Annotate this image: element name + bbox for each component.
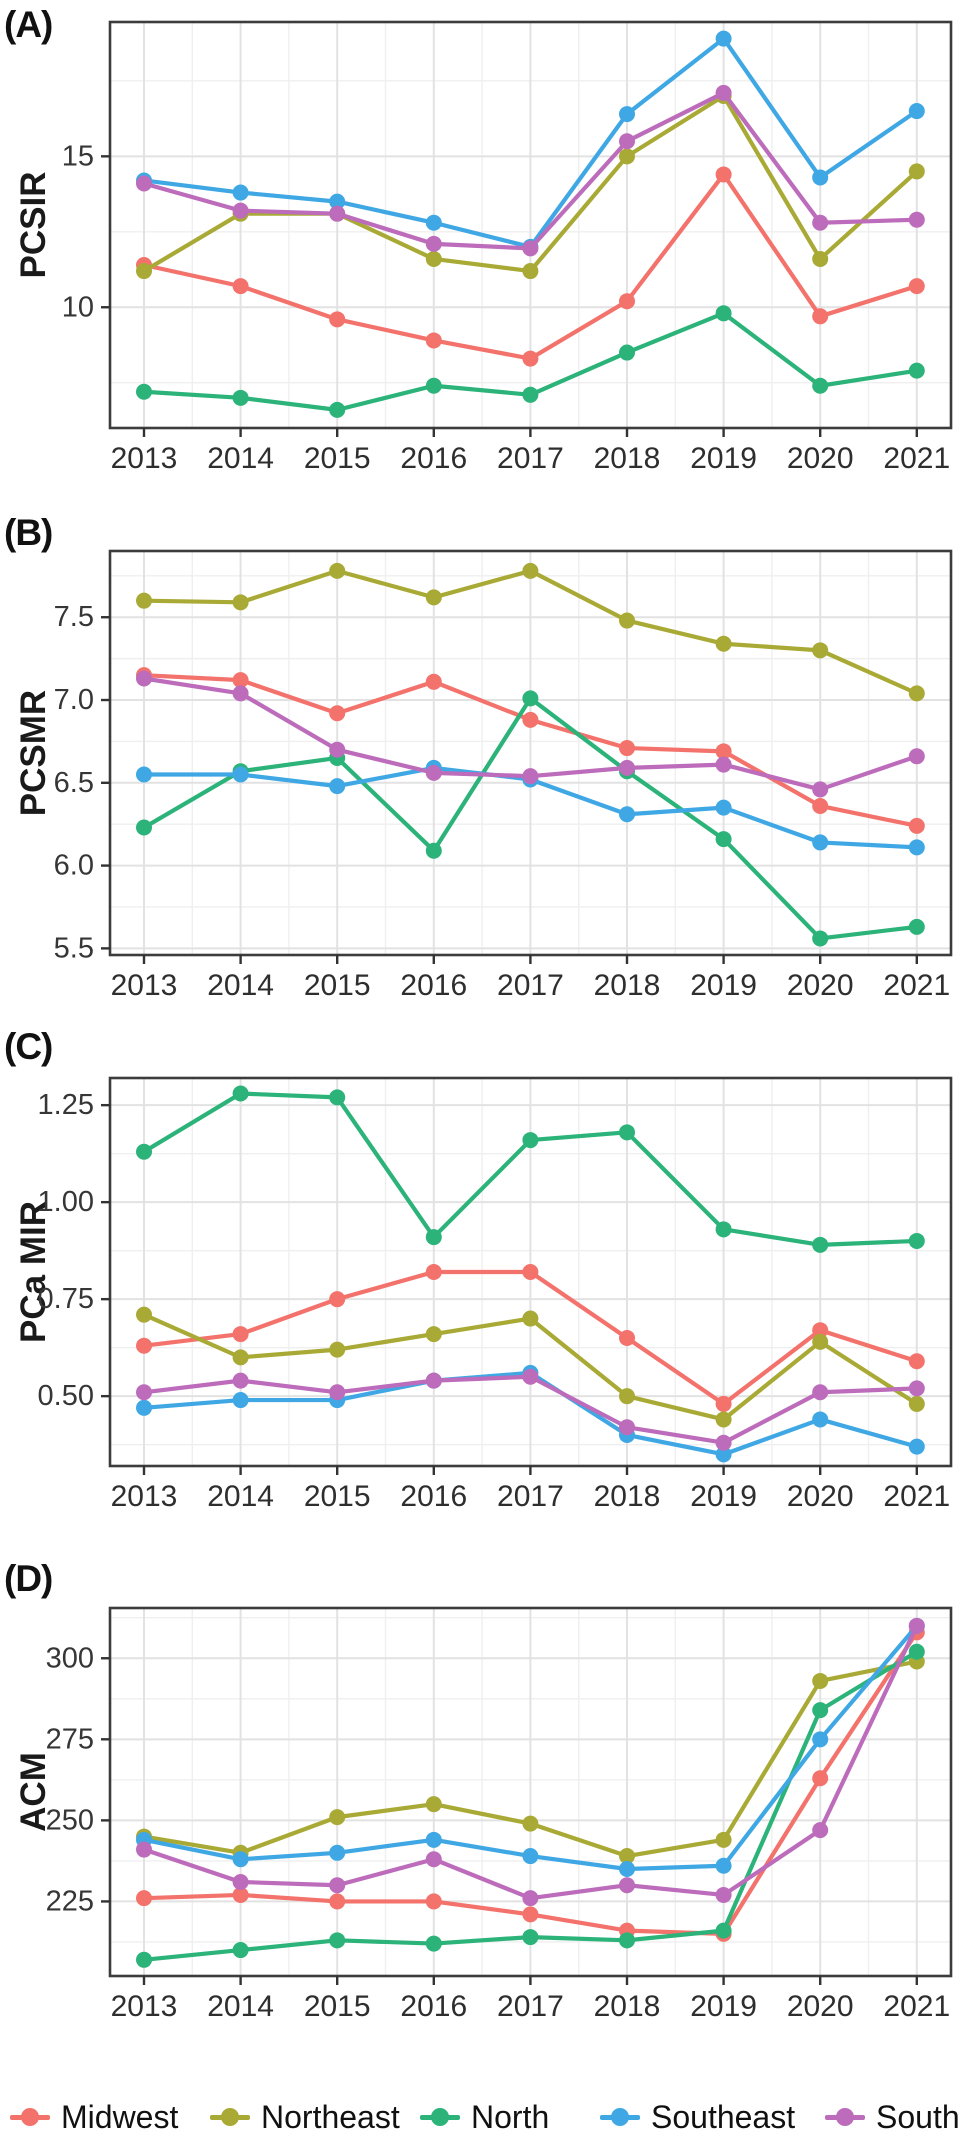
legend-label: North [471, 2098, 550, 2135]
midwest-line-marker-icon [10, 2107, 50, 2127]
legend-label: Northeast [261, 2098, 400, 2135]
svg-text:250: 250 [46, 1804, 94, 1836]
legend-label: Southeast [651, 2098, 796, 2135]
svg-text:2018: 2018 [594, 442, 661, 475]
svg-text:2019: 2019 [690, 442, 757, 475]
svg-text:2021: 2021 [883, 1990, 950, 2023]
svg-text:2018: 2018 [594, 1480, 661, 1513]
chart-acm-canvas: 225 250 275 300 2013 2014 2015 2016 2017 2018 2019… [46, 1606, 953, 2023]
svg-text:2020: 2020 [787, 969, 854, 1002]
chart-pcsir-canvas: 10 15 2013 2014 2015 2016 2017 2018 2019 2020 2021 [62, 20, 953, 475]
svg-text:2017: 2017 [497, 1990, 564, 2023]
svg-text:275: 275 [46, 1723, 94, 1755]
legend-label: Midwest [61, 2098, 179, 2135]
legend-item-south: South [825, 2092, 960, 2142]
svg-text:1.00: 1.00 [38, 1186, 94, 1218]
south-line-marker-icon [825, 2107, 865, 2127]
chart-pca-mir-canvas: 0.50 0.75 1.00 1.25 2013 2014 2015 2016 2017 2018… [38, 1076, 953, 1513]
svg-text:7.0: 7.0 [54, 684, 94, 716]
svg-text:15: 15 [62, 140, 94, 172]
svg-text:2018: 2018 [594, 1990, 661, 2023]
svg-text:2015: 2015 [304, 969, 371, 1002]
svg-text:6.5: 6.5 [54, 767, 94, 799]
svg-text:2015: 2015 [304, 442, 371, 475]
svg-text:10: 10 [62, 291, 94, 323]
svg-text:2016: 2016 [400, 1480, 467, 1513]
svg-text:1.25: 1.25 [38, 1089, 94, 1121]
svg-text:2014: 2014 [207, 1990, 274, 2023]
svg-text:2014: 2014 [207, 969, 274, 1002]
legend-item-southeast: Southeast [600, 2092, 795, 2142]
svg-text:2020: 2020 [787, 442, 854, 475]
north-line-marker-icon [420, 2107, 460, 2127]
svg-text:2019: 2019 [690, 969, 757, 1002]
svg-text:2013: 2013 [111, 969, 178, 1002]
svg-text:0.75: 0.75 [38, 1283, 94, 1315]
svg-text:2016: 2016 [400, 969, 467, 1002]
svg-text:2014: 2014 [207, 442, 274, 475]
svg-text:2020: 2020 [787, 1990, 854, 2023]
panel-label-b: (B) [4, 512, 53, 553]
svg-text:0.50: 0.50 [38, 1380, 94, 1412]
panel-label-d: (D) [4, 1558, 53, 1599]
svg-text:2017: 2017 [497, 442, 564, 475]
svg-text:2013: 2013 [111, 1990, 178, 2023]
svg-text:225: 225 [46, 1885, 94, 1917]
svg-text:2014: 2014 [207, 1480, 274, 1513]
svg-text:2017: 2017 [497, 969, 564, 1002]
svg-text:300: 300 [46, 1642, 94, 1674]
svg-text:2018: 2018 [594, 969, 661, 1002]
panel-label-a: (A) [4, 4, 53, 45]
legend-label: South [876, 2098, 960, 2135]
svg-text:2021: 2021 [883, 1480, 950, 1513]
svg-text:6.0: 6.0 [54, 850, 94, 882]
svg-text:2016: 2016 [400, 1990, 467, 2023]
figure-legend: Midwest Northeast North Southeast South [0, 2092, 974, 2142]
svg-text:5.5: 5.5 [54, 932, 94, 964]
svg-text:2017: 2017 [497, 1480, 564, 1513]
svg-text:2015: 2015 [304, 1480, 371, 1513]
legend-item-north: North [420, 2092, 549, 2142]
chart-pcsmr-canvas: 5.5 6.0 6.5 7.0 7.5 2013 2014 2015 2016 2017 2018 2… [54, 549, 953, 1002]
legend-item-northeast: Northeast [210, 2092, 400, 2142]
legend-item-midwest: Midwest [10, 2092, 178, 2142]
panel-label-c: (C) [4, 1026, 53, 1067]
svg-text:2021: 2021 [883, 969, 950, 1002]
svg-text:2013: 2013 [111, 442, 178, 475]
svg-text:2015: 2015 [304, 1990, 371, 2023]
svg-text:2019: 2019 [690, 1990, 757, 2023]
svg-text:2020: 2020 [787, 1480, 854, 1513]
southeast-line-marker-icon [600, 2107, 640, 2127]
svg-text:2019: 2019 [690, 1480, 757, 1513]
svg-text:7.5: 7.5 [54, 601, 94, 633]
svg-text:2013: 2013 [111, 1480, 178, 1513]
svg-text:2021: 2021 [883, 442, 950, 475]
svg-text:2016: 2016 [400, 442, 467, 475]
northeast-line-marker-icon [210, 2107, 250, 2127]
